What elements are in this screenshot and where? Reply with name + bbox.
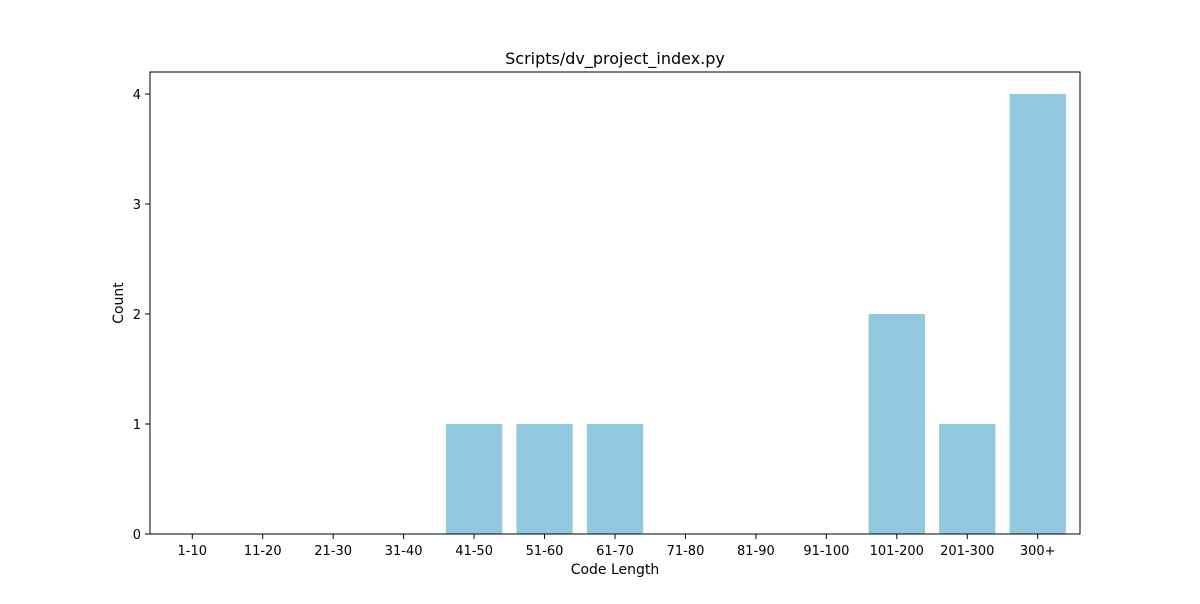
x-tick-label: 1-10	[178, 544, 208, 559]
x-axis-label: Code Length	[571, 562, 660, 578]
x-axis-ticks: 1-10 11-20 21-30 31-40 41-50 51-60 61-70 71-80 8…	[178, 534, 1056, 559]
y-tick-label: 3	[133, 198, 141, 213]
x-tick-label: 101-200	[870, 544, 924, 559]
x-tick-label: 61-70	[596, 544, 634, 559]
bar-51-60	[516, 424, 573, 534]
plot-frame	[149, 71, 1081, 535]
x-tick-label: 41-50	[455, 544, 493, 559]
chart-title: Scripts/dv_project_index.py	[505, 49, 725, 69]
x-tick-label: 31-40	[385, 544, 423, 559]
x-tick-label: 21-30	[314, 544, 352, 559]
bars-group	[445, 94, 1066, 534]
y-tick-label: 2	[133, 308, 141, 323]
x-tick-label: 11-20	[244, 544, 282, 559]
bar-41-50	[445, 424, 503, 534]
y-axis-ticks: 0 1 2 3 4	[133, 88, 150, 543]
bar-300+	[1009, 94, 1066, 534]
x-tick-label: 51-60	[526, 544, 564, 559]
x-tick-label: 71-80	[667, 544, 705, 559]
bar-61-70	[586, 424, 644, 534]
x-tick-label: 201-300	[940, 544, 994, 559]
y-tick-label: 4	[133, 88, 141, 103]
y-tick-label: 0	[133, 528, 141, 543]
x-tick-label: 81-90	[737, 544, 775, 559]
x-tick-label: 300+	[1020, 544, 1056, 559]
y-axis-label: Count	[111, 282, 127, 324]
bar-101-200	[868, 314, 925, 534]
y-tick-label: 1	[133, 418, 141, 433]
x-tick-label: 91-100	[803, 544, 849, 559]
bar-201-300	[939, 424, 996, 534]
